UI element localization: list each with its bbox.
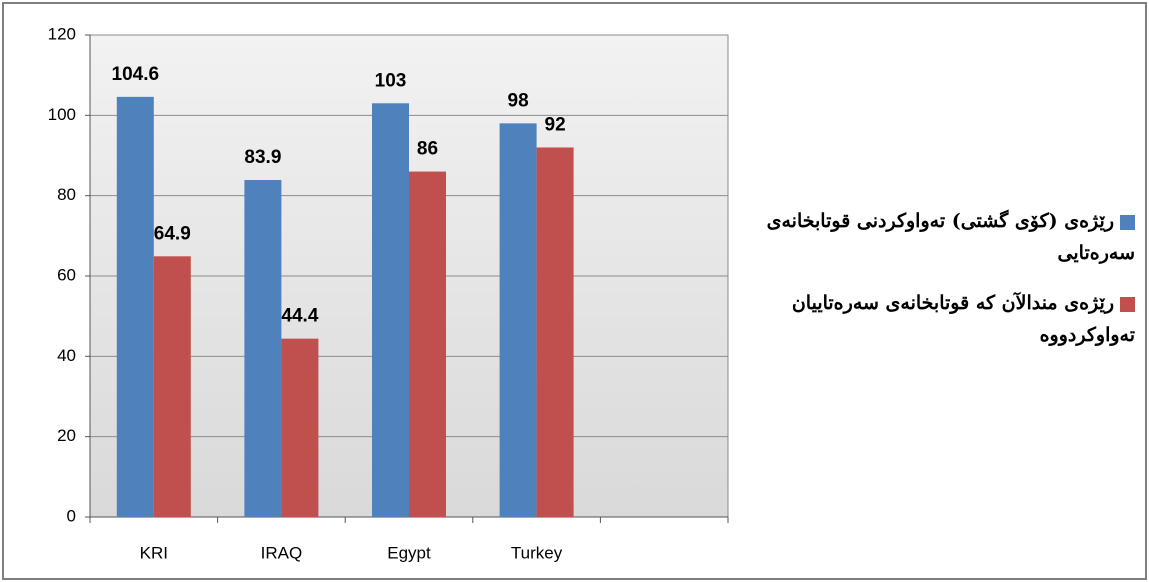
x-tick-label: IRAQ xyxy=(261,543,303,562)
bar xyxy=(499,123,537,517)
value-label: 64.9 xyxy=(154,223,191,244)
bar xyxy=(116,96,154,518)
legend-label: رێژەی مندالآن کە قوتابخانەی سەرەتاییان ت… xyxy=(791,292,1135,346)
x-tick-label: Egypt xyxy=(387,543,431,562)
bar xyxy=(281,338,319,517)
y-tick-label: 100 xyxy=(48,105,76,124)
value-label: 92 xyxy=(545,114,566,135)
bar xyxy=(536,147,574,517)
value-label: 86 xyxy=(417,139,438,160)
y-tick-label: 60 xyxy=(57,265,76,284)
y-tick-label: 80 xyxy=(57,185,76,204)
y-tick-label: 20 xyxy=(57,426,76,445)
value-label: 103 xyxy=(375,70,407,91)
legend-swatch xyxy=(1120,296,1135,312)
y-tick-label: 120 xyxy=(48,24,76,43)
x-tick-label: Turkey xyxy=(511,543,563,562)
value-label: 44.4 xyxy=(281,306,318,327)
legend: رێژەی (کۆی گشتی) تەواوکردنی قوتابخانەی س… xyxy=(745,205,1135,369)
bar xyxy=(244,180,282,518)
value-label: 104.6 xyxy=(112,64,160,85)
x-tick-label: KRI xyxy=(140,543,168,562)
bar xyxy=(153,256,191,517)
value-label: 98 xyxy=(508,90,529,111)
legend-item: رێژەی مندالآن کە قوتابخانەی سەرەتاییان ت… xyxy=(745,287,1135,351)
y-tick-label: 0 xyxy=(67,506,76,525)
y-tick-label: 40 xyxy=(57,346,76,365)
legend-label: رێژەی (کۆی گشتی) تەواوکردنی قوتابخانەی س… xyxy=(766,210,1135,264)
legend-swatch xyxy=(1120,214,1135,230)
bar xyxy=(409,171,446,518)
value-label: 83.9 xyxy=(244,147,281,168)
bar xyxy=(372,103,409,518)
legend-item: رێژەی (کۆی گشتی) تەواوکردنی قوتابخانەی س… xyxy=(745,205,1135,269)
